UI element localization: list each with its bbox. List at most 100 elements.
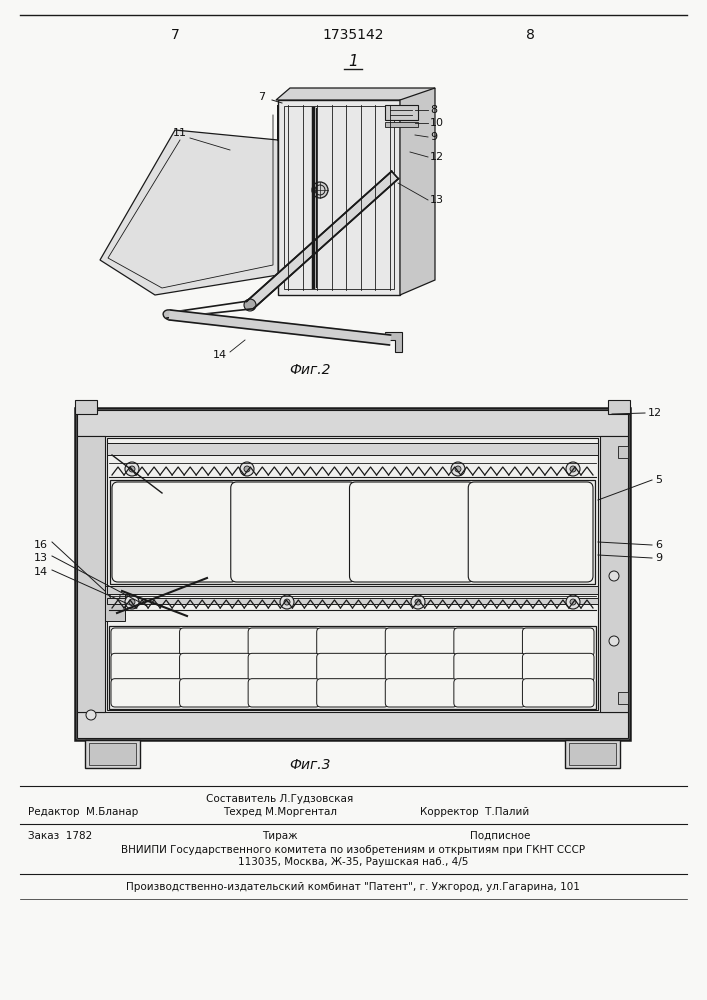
Text: 13: 13: [430, 195, 444, 205]
Circle shape: [284, 599, 290, 605]
Bar: [284, 106, 394, 289]
Text: 9: 9: [655, 553, 662, 563]
Bar: [77, 410, 628, 436]
Bar: [105, 586, 125, 621]
FancyBboxPatch shape: [248, 679, 320, 707]
Text: 10: 10: [430, 118, 444, 128]
Text: 16: 16: [34, 540, 48, 550]
Bar: [569, 743, 616, 765]
Bar: [565, 740, 620, 768]
Circle shape: [609, 571, 619, 581]
Bar: [618, 446, 628, 458]
Bar: [107, 443, 598, 455]
Bar: [110, 480, 595, 584]
Text: Фиг.3: Фиг.3: [289, 758, 331, 772]
Text: 7: 7: [170, 28, 180, 42]
Text: 6: 6: [655, 540, 662, 550]
FancyBboxPatch shape: [454, 653, 525, 682]
FancyBboxPatch shape: [468, 482, 593, 582]
Polygon shape: [247, 171, 398, 309]
Text: Техред М.Моргентал: Техред М.Моргентал: [223, 807, 337, 817]
Circle shape: [125, 595, 139, 609]
FancyBboxPatch shape: [230, 482, 356, 582]
FancyBboxPatch shape: [454, 679, 525, 707]
Bar: [600, 436, 628, 712]
Text: 5: 5: [655, 475, 662, 485]
Text: 14: 14: [34, 567, 48, 577]
Circle shape: [415, 599, 421, 605]
Circle shape: [129, 466, 135, 472]
FancyBboxPatch shape: [349, 482, 474, 582]
Bar: [77, 712, 628, 738]
Text: 9: 9: [430, 132, 437, 142]
Text: 12: 12: [648, 408, 662, 418]
Polygon shape: [276, 88, 435, 100]
Circle shape: [125, 462, 139, 476]
Text: 8: 8: [430, 105, 437, 115]
FancyBboxPatch shape: [522, 628, 594, 656]
Circle shape: [312, 182, 328, 198]
FancyBboxPatch shape: [522, 653, 594, 682]
Text: 12: 12: [430, 152, 444, 162]
Circle shape: [129, 599, 135, 605]
Text: Тираж: Тираж: [262, 831, 298, 841]
Polygon shape: [385, 105, 418, 120]
FancyBboxPatch shape: [248, 628, 320, 656]
Bar: [85, 740, 140, 768]
Text: Корректор  Т.Палий: Корректор Т.Палий: [420, 807, 530, 817]
Bar: [77, 436, 105, 712]
Text: 8: 8: [525, 28, 534, 42]
Bar: [278, 100, 400, 295]
FancyBboxPatch shape: [180, 653, 251, 682]
Text: Фиг.2: Фиг.2: [289, 363, 331, 377]
Bar: [107, 586, 598, 594]
Bar: [89, 743, 136, 765]
Text: 7: 7: [259, 92, 266, 102]
FancyBboxPatch shape: [522, 679, 594, 707]
Text: ВНИИПИ Государственного комитета по изобретениям и открытиям при ГКНТ СССР: ВНИИПИ Государственного комитета по изоб…: [121, 845, 585, 855]
Text: Заказ  1782: Заказ 1782: [28, 831, 92, 841]
Text: Составитель Л.Гудзовская: Составитель Л.Гудзовская: [206, 794, 354, 804]
FancyBboxPatch shape: [385, 628, 457, 656]
FancyBboxPatch shape: [180, 679, 251, 707]
FancyBboxPatch shape: [385, 653, 457, 682]
Bar: [385, 122, 418, 127]
Polygon shape: [400, 88, 435, 295]
Circle shape: [244, 466, 250, 472]
Circle shape: [240, 462, 254, 476]
FancyBboxPatch shape: [180, 628, 251, 656]
FancyBboxPatch shape: [111, 628, 182, 656]
FancyBboxPatch shape: [385, 679, 457, 707]
Bar: [618, 692, 628, 704]
Circle shape: [570, 599, 576, 605]
FancyBboxPatch shape: [317, 628, 388, 656]
FancyBboxPatch shape: [111, 653, 182, 682]
Circle shape: [411, 595, 425, 609]
Text: Производственно-издательский комбинат "Патент", г. Ужгород, ул.Гагарина, 101: Производственно-издательский комбинат "П…: [126, 882, 580, 892]
Text: 11: 11: [173, 128, 187, 138]
Polygon shape: [170, 310, 390, 345]
Bar: [109, 626, 596, 709]
Circle shape: [566, 595, 580, 609]
Bar: [107, 438, 598, 710]
Polygon shape: [100, 105, 278, 295]
FancyBboxPatch shape: [317, 653, 388, 682]
Text: Редактор  М.Бланар: Редактор М.Бланар: [28, 807, 139, 817]
Text: 13: 13: [34, 553, 48, 563]
Text: Подписное: Подписное: [470, 831, 530, 841]
FancyBboxPatch shape: [111, 679, 182, 707]
Circle shape: [609, 636, 619, 646]
Bar: [107, 598, 598, 604]
FancyBboxPatch shape: [454, 628, 525, 656]
Polygon shape: [385, 332, 402, 352]
Circle shape: [280, 595, 294, 609]
Circle shape: [451, 462, 465, 476]
Text: 14: 14: [213, 350, 227, 360]
Circle shape: [110, 591, 120, 601]
Bar: [75, 408, 630, 740]
Circle shape: [566, 462, 580, 476]
Ellipse shape: [163, 310, 177, 320]
FancyBboxPatch shape: [112, 482, 237, 582]
Text: 1735142: 1735142: [322, 28, 384, 42]
Circle shape: [86, 710, 96, 720]
